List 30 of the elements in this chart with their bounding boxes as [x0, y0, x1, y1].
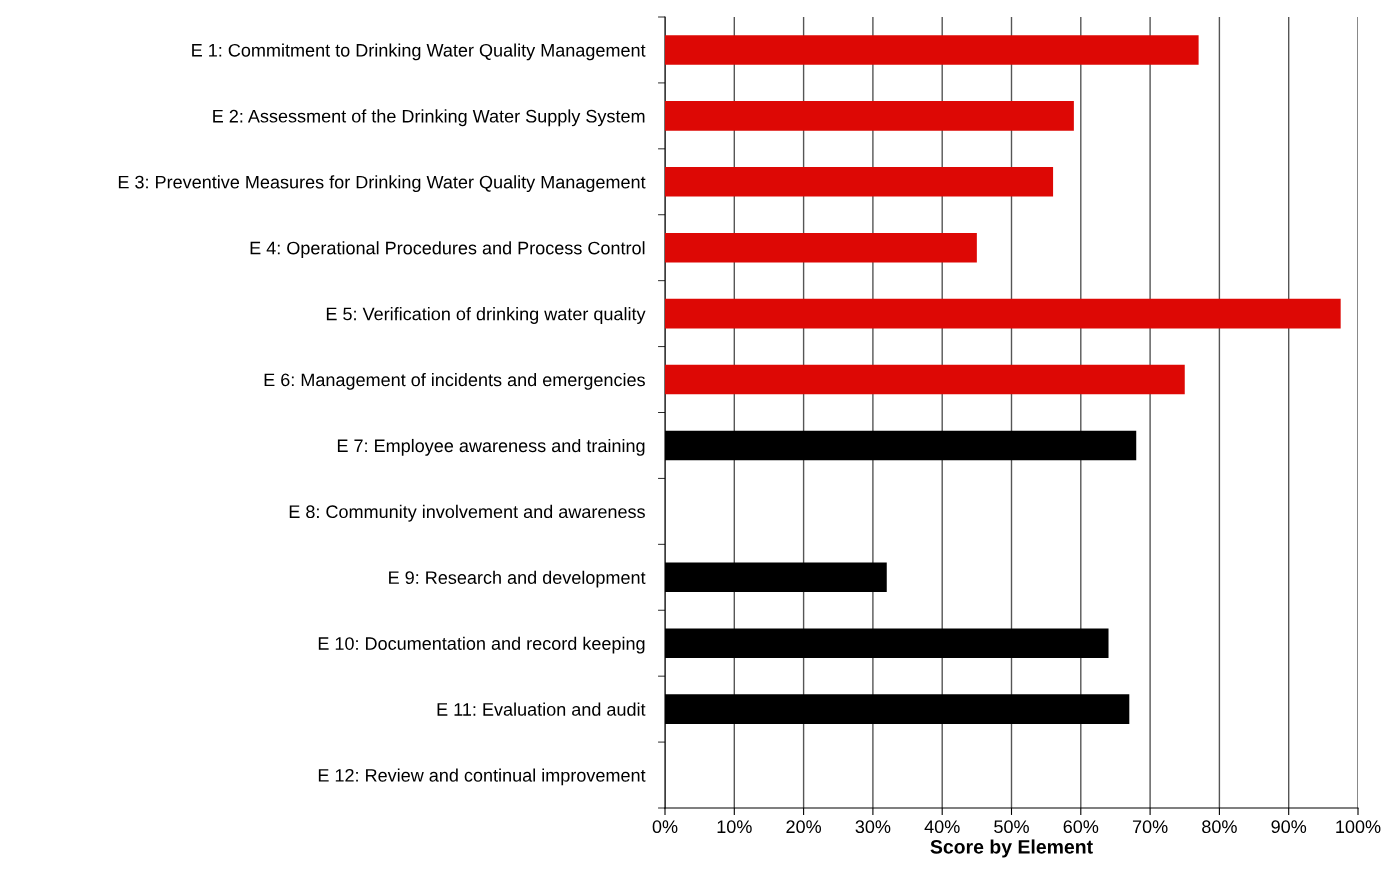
x-tick-label: 90%: [1271, 820, 1307, 834]
x-tick-label: 70%: [1132, 820, 1168, 834]
x-tick-label: 30%: [855, 820, 891, 834]
y-tick-label: E 9: Research and development: [389, 570, 646, 588]
y-tick-label: E 11: Evaluation and audit: [437, 702, 646, 716]
y-tick-label: E 2: Assessment of the Drinking Water Supply System: [213, 109, 645, 127]
x-axis-title: Score by Element: [930, 839, 1093, 858]
x-tick-label: 0%: [652, 820, 678, 834]
y-tick-label: E 6: Management of incidents and emergencies: [264, 373, 645, 390]
y-tick-label: E 3: Preventive Measures for Drinking Water Quality Management: [118, 175, 646, 193]
x-tick-label: 40%: [924, 820, 960, 834]
x-tick-label: 20%: [786, 820, 822, 834]
x-tick-label: 60%: [1063, 820, 1099, 834]
x-tick-label: 80%: [1202, 820, 1237, 834]
bar: [665, 232, 977, 263]
bar: [665, 166, 1054, 197]
y-tick-label: E 1: Commitment to Drinking Water Quality Management: [192, 43, 646, 61]
bar: [665, 101, 1074, 131]
y-tick-label: E 7: Employee awareness and training: [337, 438, 645, 456]
y-tick-label: E 4: Operational Procedures and Process Control: [250, 241, 645, 258]
y-tick-label: E 10: Documentation and record keeping: [318, 636, 645, 654]
bar: [665, 298, 1341, 329]
y-tick-label: E 8: Community involvement and awareness: [289, 504, 645, 522]
y-tick-label: E 5: Verification of drinking water quality: [326, 307, 646, 324]
x-tick-label: 10%: [717, 820, 752, 834]
x-tick-label: 100%: [1336, 820, 1381, 834]
bar: [665, 35, 1199, 65]
y-tick-label: E 12: Review and continual improvement: [318, 768, 646, 786]
x-tick-label: 50%: [994, 820, 1029, 834]
bar: [665, 364, 1185, 395]
